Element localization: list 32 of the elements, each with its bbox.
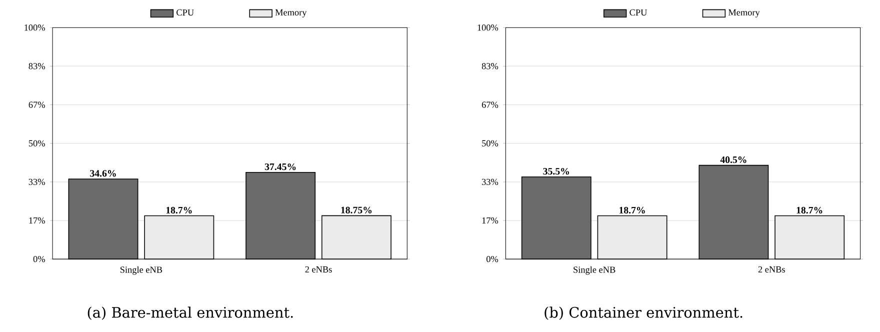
y-tick-label: 67% [482,102,498,108]
legend-label: Memory [728,9,760,18]
y-tick-label: 67% [28,102,45,108]
text: (a) Bare-metal environment. [88,306,293,320]
y-tick-label: 0% [486,256,498,262]
legend-label: CPU [176,9,194,16]
y-tick-label: 33% [28,178,45,186]
y-tick-label: 100% [24,24,45,31]
x-tick-label: 2 eNBs [305,266,332,273]
x-tick-label: 2 eNBs [758,266,785,273]
x-tick-label: Single eNB [574,266,616,275]
y-tick-label: 83% [28,63,45,70]
data-label: 18.7% [166,206,192,214]
text: (b) Container environment. [544,306,742,320]
x-tick-label: Single eNB [120,266,162,275]
data-label: 37.45% [264,163,296,170]
y-tick-label: 33% [482,178,498,186]
data-label: 18.7% [620,206,645,214]
legend-label: Memory [275,9,307,18]
y-tick-label: 50% [482,140,498,146]
y-tick-label: 17% [29,217,45,224]
data-label: 35.5% [543,168,569,175]
data-label: 34.6% [90,170,116,177]
y-tick-label: 0% [33,256,45,262]
y-tick-label: 100% [478,24,498,31]
data-label: 40.5% [720,156,746,164]
data-label: 18.7% [796,206,822,214]
y-tick-label: 83% [482,63,498,70]
y-tick-label: 50% [28,140,45,146]
legend-label: CPU [630,9,648,16]
data-label: 18.75% [341,206,372,214]
y-tick-label: 17% [482,217,498,224]
